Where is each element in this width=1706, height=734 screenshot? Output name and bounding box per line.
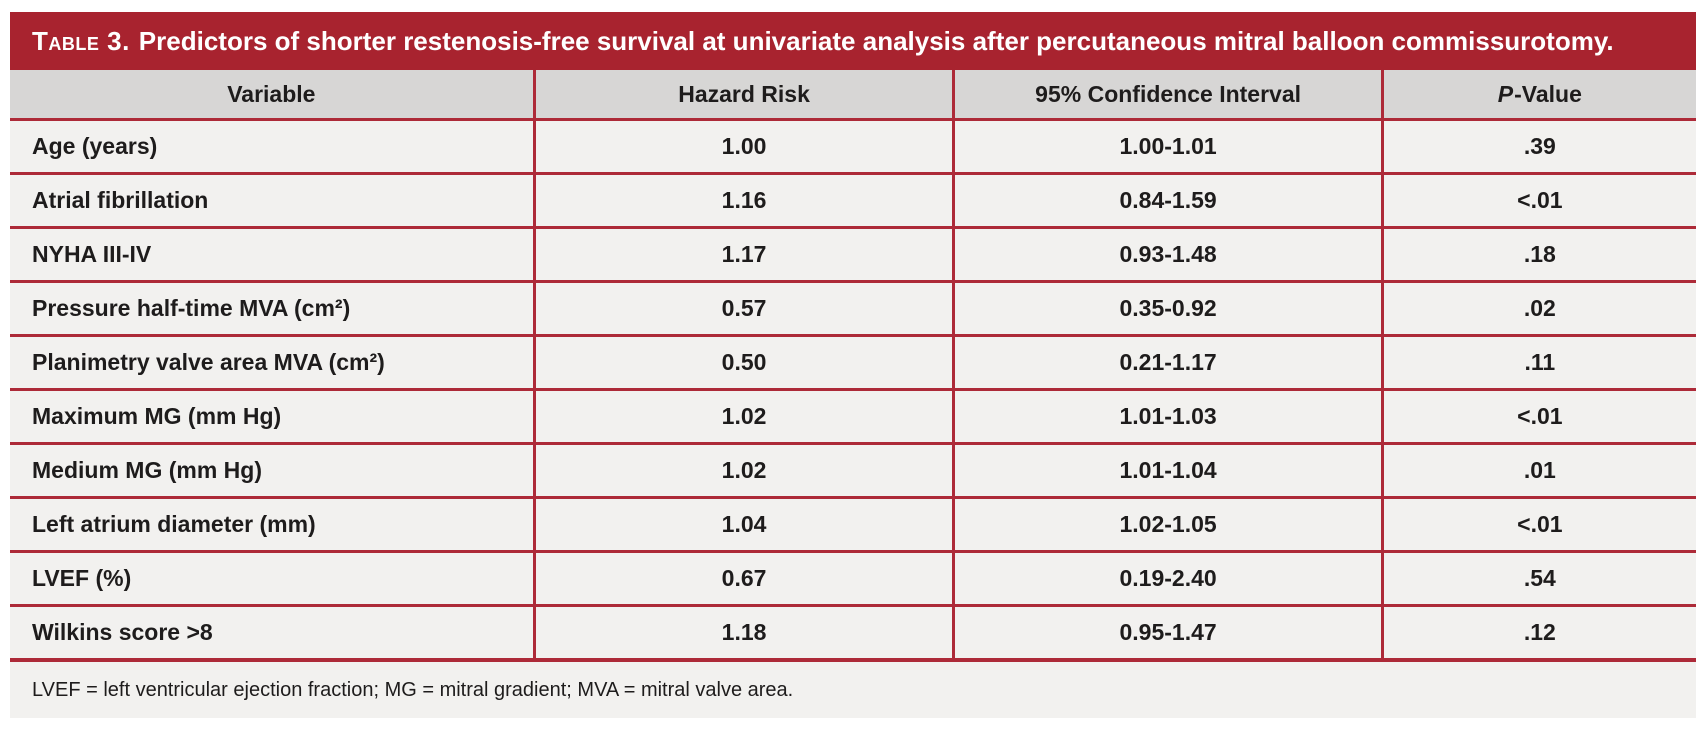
- header-cell-hazard-risk: Hazard Risk: [532, 70, 953, 118]
- cell-p-value: .02: [1380, 283, 1696, 334]
- cell-confidence-interval: 1.01-1.03: [952, 391, 1380, 442]
- table-number-label: Table 3.: [32, 25, 130, 56]
- table-title-text: Predictors of shorter restenosis-free su…: [138, 25, 1614, 56]
- table-footnote-area: LVEF = left ventricular ejection fractio…: [10, 662, 1696, 718]
- cell-hazard-risk: 1.02: [532, 391, 953, 442]
- table-body: Age (years) 1.00 1.00-1.01 .39 Atrial fi…: [10, 118, 1696, 662]
- header-row: Variable Hazard Risk 95% Confidence Inte…: [10, 70, 1696, 118]
- cell-hazard-risk: 1.02: [532, 445, 953, 496]
- table-row: LVEF (%) 0.67 0.19-2.40 .54: [10, 550, 1696, 604]
- cell-variable: Atrial fibrillation: [32, 187, 209, 213]
- table-3: Table 3. Predictors of shorter restenosi…: [10, 12, 1696, 718]
- cell-hazard-risk: 0.50: [532, 337, 953, 388]
- cell-hazard-risk: 1.17: [532, 229, 953, 280]
- cell-variable: Left atrium diameter (mm): [32, 511, 316, 537]
- cell-hazard-risk: 1.16: [532, 175, 953, 226]
- table-row: Pressure half-time MVA (cm²) 0.57 0.35-0…: [10, 280, 1696, 334]
- cell-hazard-risk: 1.04: [532, 499, 953, 550]
- table-row: Atrial fibrillation 1.16 0.84-1.59 <.01: [10, 172, 1696, 226]
- cell-hazard-risk: 0.57: [532, 283, 953, 334]
- cell-p-value: <.01: [1380, 175, 1696, 226]
- table-row: NYHA III-IV 1.17 0.93-1.48 .18: [10, 226, 1696, 280]
- cell-variable: Pressure half-time MVA (cm²): [32, 295, 351, 321]
- cell-variable: Planimetry valve area MVA (cm²): [32, 349, 385, 375]
- cell-variable: Wilkins score >8: [32, 619, 213, 645]
- table-title-bar: Table 3. Predictors of shorter restenosi…: [10, 12, 1696, 70]
- cell-confidence-interval: 1.00-1.01: [952, 121, 1380, 172]
- table-row: Age (years) 1.00 1.00-1.01 .39: [10, 118, 1696, 172]
- table-row: Left atrium diameter (mm) 1.04 1.02-1.05…: [10, 496, 1696, 550]
- cell-confidence-interval: 0.35-0.92: [952, 283, 1380, 334]
- header-cell-variable: Variable: [227, 80, 316, 107]
- table-row: Planimetry valve area MVA (cm²) 0.50 0.2…: [10, 334, 1696, 388]
- cell-hazard-risk: 0.67: [532, 553, 953, 604]
- cell-variable: Medium MG (mm Hg): [32, 457, 262, 483]
- cell-confidence-interval: 0.93-1.48: [952, 229, 1380, 280]
- header-cell-p-value: P -Value: [1380, 70, 1696, 118]
- cell-p-value: .01: [1380, 445, 1696, 496]
- cell-confidence-interval: 1.01-1.04: [952, 445, 1380, 496]
- table-row: Wilkins score >8 1.18 0.95-1.47 .12: [10, 604, 1696, 658]
- cell-p-value: .18: [1380, 229, 1696, 280]
- cell-variable: NYHA III-IV: [32, 241, 152, 267]
- cell-p-value: .11: [1380, 337, 1696, 388]
- cell-hazard-risk: 1.18: [532, 607, 953, 658]
- cell-variable: Age (years): [32, 133, 158, 159]
- cell-variable: LVEF (%): [32, 565, 132, 591]
- cell-variable: Maximum MG (mm Hg): [32, 403, 282, 429]
- cell-confidence-interval: 0.19-2.40: [952, 553, 1380, 604]
- footnote-text: LVEF = left ventricular ejection fractio…: [32, 678, 794, 701]
- cell-p-value: .39: [1380, 121, 1696, 172]
- cell-hazard-risk: 1.00: [532, 121, 953, 172]
- cell-confidence-interval: 0.84-1.59: [952, 175, 1380, 226]
- header-cell-confidence-interval: 95% Confidence Interval: [952, 70, 1380, 118]
- cell-confidence-interval: 0.21-1.17: [952, 337, 1380, 388]
- cell-p-value: .54: [1380, 553, 1696, 604]
- cell-confidence-interval: 1.02-1.05: [952, 499, 1380, 550]
- cell-p-value: <.01: [1380, 391, 1696, 442]
- cell-p-value: .12: [1380, 607, 1696, 658]
- cell-confidence-interval: 0.95-1.47: [952, 607, 1380, 658]
- table-row: Medium MG (mm Hg) 1.02 1.01-1.04 .01: [10, 442, 1696, 496]
- cell-p-value: <.01: [1380, 499, 1696, 550]
- table-row: Maximum MG (mm Hg) 1.02 1.01-1.03 <.01: [10, 388, 1696, 442]
